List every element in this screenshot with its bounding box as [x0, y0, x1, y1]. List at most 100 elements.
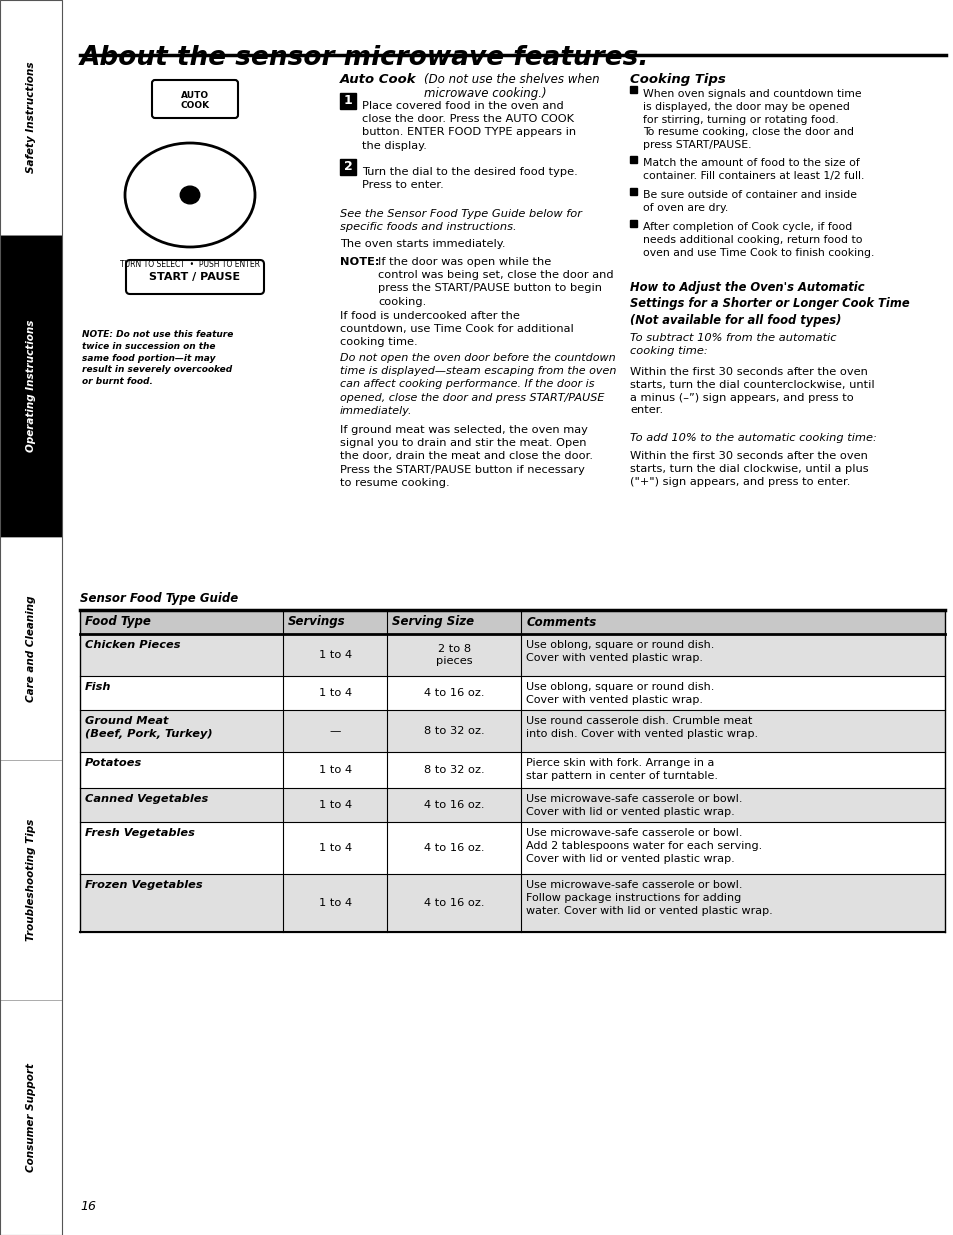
Text: Use oblong, square or round dish.: Use oblong, square or round dish.: [526, 640, 714, 650]
Text: How to Adjust the Oven's Automatic
Settings for a Shorter or Longer Cook Time
(N: How to Adjust the Oven's Automatic Setti…: [629, 282, 908, 327]
Text: Frozen Vegetables: Frozen Vegetables: [85, 881, 202, 890]
Bar: [80, 823, 944, 874]
Text: To add 10% to the automatic cooking time:: To add 10% to the automatic cooking time…: [629, 433, 876, 443]
Text: TURN TO SELECT  •  PUSH TO ENTER: TURN TO SELECT • PUSH TO ENTER: [120, 261, 260, 269]
Text: Match the amount of food to the size of
container. Fill containers at least 1/2 : Match the amount of food to the size of …: [642, 158, 863, 182]
Text: Cover with vented plastic wrap.: Cover with vented plastic wrap.: [526, 653, 702, 663]
Text: 1 to 4: 1 to 4: [318, 764, 352, 776]
Text: 4 to 16 oz.: 4 to 16 oz.: [423, 800, 484, 810]
Text: Do not open the oven door before the countdown
time is displayed—steam escaping : Do not open the oven door before the cou…: [339, 353, 616, 416]
Text: Use round casserole dish. Crumble meat: Use round casserole dish. Crumble meat: [526, 716, 752, 726]
Text: Use microwave-safe casserole or bowl.: Use microwave-safe casserole or bowl.: [526, 881, 741, 890]
Text: AUTO: AUTO: [181, 91, 209, 100]
Text: star pattern in center of turntable.: star pattern in center of turntable.: [526, 771, 718, 781]
Bar: [0, 235, 62, 537]
Text: 1 to 4: 1 to 4: [318, 898, 352, 908]
Bar: [629, 156, 637, 163]
Text: Follow package instructions for adding: Follow package instructions for adding: [526, 893, 740, 903]
Text: (Beef, Pork, Turkey): (Beef, Pork, Turkey): [85, 729, 213, 739]
Bar: [80, 710, 944, 752]
Text: 1 to 4: 1 to 4: [318, 844, 352, 853]
Text: Use oblong, square or round dish.: Use oblong, square or round dish.: [526, 682, 714, 692]
Text: NOTE: Do not use this feature
twice in succession on the
same food portion—it ma: NOTE: Do not use this feature twice in s…: [82, 330, 233, 387]
Text: 4 to 16 oz.: 4 to 16 oz.: [423, 844, 484, 853]
Text: Ground Meat: Ground Meat: [85, 716, 169, 726]
Text: Use microwave-safe casserole or bowl.: Use microwave-safe casserole or bowl.: [526, 794, 741, 804]
Text: Servings: Servings: [288, 615, 346, 629]
Bar: [339, 159, 355, 175]
Bar: [80, 788, 944, 823]
Text: Fish: Fish: [85, 682, 112, 692]
Text: 1 to 4: 1 to 4: [318, 650, 352, 659]
Text: If the door was open while the
control was being set, close the door and
press t: If the door was open while the control w…: [377, 257, 613, 306]
Text: pieces: pieces: [436, 657, 472, 667]
Bar: [629, 220, 637, 226]
Text: Fresh Vegetables: Fresh Vegetables: [85, 827, 194, 839]
Text: Consumer Support: Consumer Support: [26, 1063, 36, 1172]
Text: 2 to 8: 2 to 8: [437, 643, 470, 653]
Text: Add 2 tablespoons water for each serving.: Add 2 tablespoons water for each serving…: [526, 841, 761, 851]
Text: —: —: [329, 726, 340, 736]
Text: COOK: COOK: [180, 100, 210, 110]
Text: Operating Instructions: Operating Instructions: [26, 320, 36, 452]
Text: Be sure outside of container and inside
of oven are dry.: Be sure outside of container and inside …: [642, 190, 856, 214]
Text: Sensor Food Type Guide: Sensor Food Type Guide: [80, 592, 238, 605]
FancyBboxPatch shape: [126, 261, 264, 294]
Bar: [0, 537, 62, 760]
Text: NOTE:: NOTE:: [339, 257, 379, 267]
Text: Use microwave-safe casserole or bowl.: Use microwave-safe casserole or bowl.: [526, 827, 741, 839]
Text: Cover with vented plastic wrap.: Cover with vented plastic wrap.: [526, 695, 702, 705]
Text: Serving Size: Serving Size: [392, 615, 474, 629]
Text: Cover with lid or vented plastic wrap.: Cover with lid or vented plastic wrap.: [526, 853, 734, 864]
Bar: [0, 0, 62, 1235]
Text: 8 to 32 oz.: 8 to 32 oz.: [423, 764, 484, 776]
Text: 1: 1: [343, 95, 352, 107]
Bar: [80, 676, 944, 710]
Text: into dish. Cover with vented plastic wrap.: into dish. Cover with vented plastic wra…: [526, 729, 758, 739]
Text: 4 to 16 oz.: 4 to 16 oz.: [423, 688, 484, 698]
Text: 4 to 16 oz.: 4 to 16 oz.: [423, 898, 484, 908]
Text: To subtract 10% from the automatic
cooking time:: To subtract 10% from the automatic cooki…: [629, 333, 836, 356]
Bar: [629, 188, 637, 194]
Text: Comments: Comments: [526, 615, 596, 629]
Text: water. Cover with lid or vented plastic wrap.: water. Cover with lid or vented plastic …: [526, 906, 772, 916]
Text: microwave cooking.): microwave cooking.): [423, 86, 546, 100]
Text: (Do not use the shelves when: (Do not use the shelves when: [423, 73, 599, 86]
Bar: [0, 0, 62, 235]
Text: Cover with lid or vented plastic wrap.: Cover with lid or vented plastic wrap.: [526, 806, 734, 818]
Text: Turn the dial to the desired food type.
Press to enter.: Turn the dial to the desired food type. …: [361, 167, 578, 190]
Ellipse shape: [180, 186, 199, 204]
Text: Auto Cook: Auto Cook: [339, 73, 421, 86]
Bar: [80, 752, 944, 788]
Text: When oven signals and countdown time
is displayed, the door may be opened
for st: When oven signals and countdown time is …: [642, 89, 861, 151]
Text: Potatoes: Potatoes: [85, 758, 142, 768]
Bar: [80, 874, 944, 932]
Bar: [339, 93, 355, 109]
Text: Chicken Pieces: Chicken Pieces: [85, 640, 180, 650]
FancyBboxPatch shape: [152, 80, 237, 119]
Text: Food Type: Food Type: [85, 615, 151, 629]
Text: If ground meat was selected, the oven may
signal you to drain and stir the meat.: If ground meat was selected, the oven ma…: [339, 425, 593, 488]
Text: Place covered food in the oven and
close the door. Press the AUTO COOK
button. E: Place covered food in the oven and close…: [361, 101, 576, 151]
Text: If food is undercooked after the
countdown, use Time Cook for additional
cooking: If food is undercooked after the countdo…: [339, 311, 573, 347]
Text: Safety Instructions: Safety Instructions: [26, 62, 36, 173]
Text: 1 to 4: 1 to 4: [318, 688, 352, 698]
Text: START / PAUSE: START / PAUSE: [150, 272, 240, 282]
Text: 16: 16: [80, 1200, 96, 1213]
Bar: [0, 1000, 62, 1235]
Text: The oven starts immediately.: The oven starts immediately.: [339, 240, 505, 249]
Text: Troubleshooting Tips: Troubleshooting Tips: [26, 819, 36, 941]
Text: Within the first 30 seconds after the oven
starts, turn the dial clockwise, unti: Within the first 30 seconds after the ov…: [629, 451, 868, 487]
Text: Canned Vegetables: Canned Vegetables: [85, 794, 208, 804]
Text: 8 to 32 oz.: 8 to 32 oz.: [423, 726, 484, 736]
Bar: [0, 760, 62, 1000]
Bar: [629, 86, 637, 93]
Text: About the sensor microwave features.: About the sensor microwave features.: [80, 44, 649, 70]
Text: Within the first 30 seconds after the oven
starts, turn the dial counterclockwis: Within the first 30 seconds after the ov…: [629, 367, 874, 415]
Text: 1 to 4: 1 to 4: [318, 800, 352, 810]
Text: 2: 2: [343, 161, 352, 173]
Text: After completion of Cook cycle, if food
needs additional cooking, return food to: After completion of Cook cycle, if food …: [642, 222, 874, 258]
Text: Care and Cleaning: Care and Cleaning: [26, 595, 36, 701]
Text: See the Sensor Food Type Guide below for
specific foods and instructions.: See the Sensor Food Type Guide below for…: [339, 209, 581, 232]
Text: Pierce skin with fork. Arrange in a: Pierce skin with fork. Arrange in a: [526, 758, 714, 768]
